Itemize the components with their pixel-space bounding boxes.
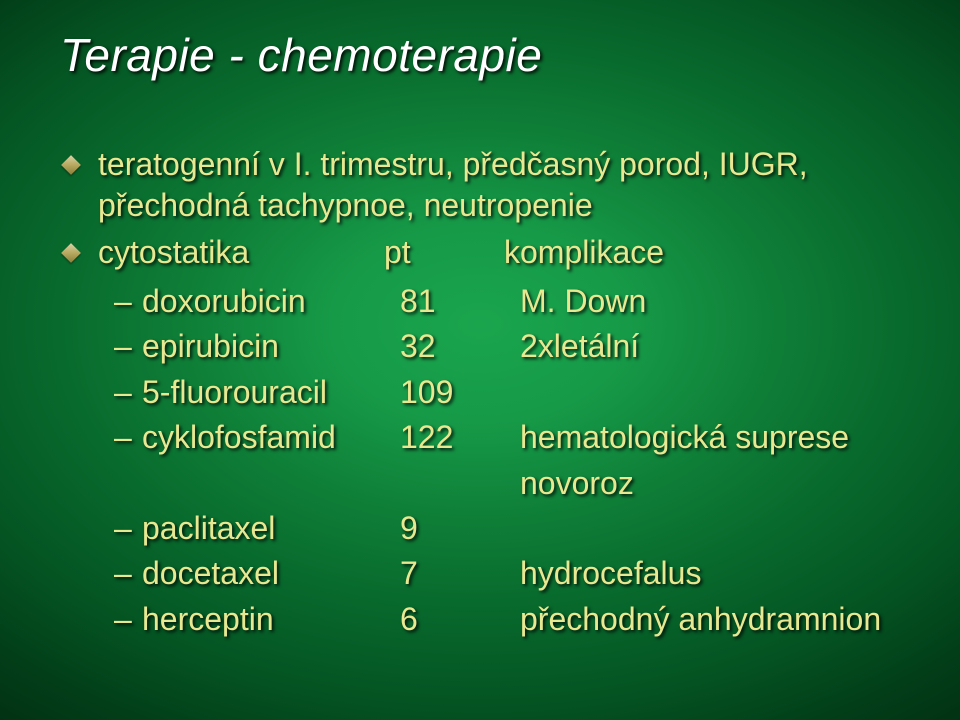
dash-icon: – [114,279,142,324]
drug-list: – doxorubicin 81 M. Down – epirubicin 32… [64,279,900,643]
header-comp: komplikace [504,234,664,270]
drug-name: 5-fluorouracil [142,370,400,415]
list-item: – docetaxel 7 hydrocefalus [114,551,900,596]
drug-pt: 9 [400,506,520,551]
drug-name: cyklofosfamid [142,415,400,460]
list-item: – epirubicin 32 2xletální [114,324,900,369]
bullet-text: teratogenní v I. trimestru, předčasný po… [98,144,900,226]
diamond-icon [61,155,81,175]
dash-icon: – [114,551,142,596]
drug-name: epirubicin [142,324,400,369]
drug-name: paclitaxel [142,506,400,551]
drug-name: doxorubicin [142,279,400,324]
drug-name: docetaxel [142,551,400,596]
diamond-icon [61,243,81,263]
drug-pt: 32 [400,324,520,369]
dash-icon: – [114,324,142,369]
list-item: – doxorubicin 81 M. Down [114,279,900,324]
drug-comp: hydrocefalus [520,551,900,596]
slide-title: Terapie - chemoterapie [60,28,900,82]
drug-comp: M. Down [520,279,900,324]
bullet-text: cytostatikaptkomplikace [98,232,664,273]
list-item: – cyklofosfamid 122 hematologická supres… [114,415,900,506]
drug-comp: hematologická suprese novoroz [520,415,900,506]
drug-pt: 6 [400,597,520,642]
dash-icon: – [114,415,142,460]
list-item: – paclitaxel 9 [114,506,900,551]
drug-pt: 109 [400,370,520,415]
drug-comp: přechodný anhydramnion [520,597,900,642]
bullet-cytostatika-header: cytostatikaptkomplikace [64,232,900,273]
header-label: cytostatika [98,232,384,273]
bullet-teratogenic: teratogenní v I. trimestru, předčasný po… [64,144,900,226]
drug-pt: 81 [400,279,520,324]
drug-pt: 7 [400,551,520,596]
list-item: – 5-fluorouracil 109 [114,370,900,415]
dash-icon: – [114,506,142,551]
drug-pt: 122 [400,415,520,460]
dash-icon: – [114,370,142,415]
dash-icon: – [114,597,142,642]
list-item: – herceptin 6 přechodný anhydramnion [114,597,900,642]
drug-comp: 2xletální [520,324,900,369]
header-pt: pt [384,232,504,273]
slide-content: teratogenní v I. trimestru, předčasný po… [60,144,900,642]
drug-name: herceptin [142,597,400,642]
